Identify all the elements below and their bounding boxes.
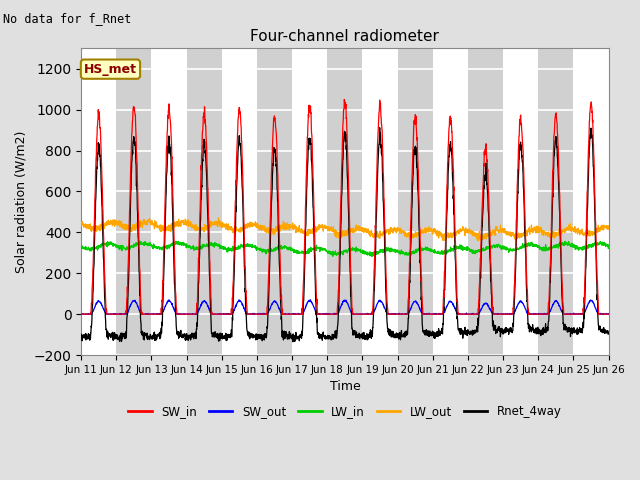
- Bar: [397, 48, 433, 355]
- Title: Four-channel radiometer: Four-channel radiometer: [250, 29, 439, 44]
- Bar: [609, 48, 640, 355]
- Bar: [257, 48, 292, 355]
- Bar: [327, 48, 362, 355]
- Text: No data for f_Rnet: No data for f_Rnet: [3, 12, 131, 25]
- Bar: [116, 48, 152, 355]
- X-axis label: Time: Time: [330, 380, 360, 393]
- Bar: [468, 48, 503, 355]
- Bar: [187, 48, 222, 355]
- Legend: SW_in, SW_out, LW_in, LW_out, Rnet_4way: SW_in, SW_out, LW_in, LW_out, Rnet_4way: [124, 401, 566, 423]
- Text: HS_met: HS_met: [84, 63, 137, 76]
- Bar: [538, 48, 573, 355]
- Y-axis label: Solar radiation (W/m2): Solar radiation (W/m2): [15, 131, 28, 273]
